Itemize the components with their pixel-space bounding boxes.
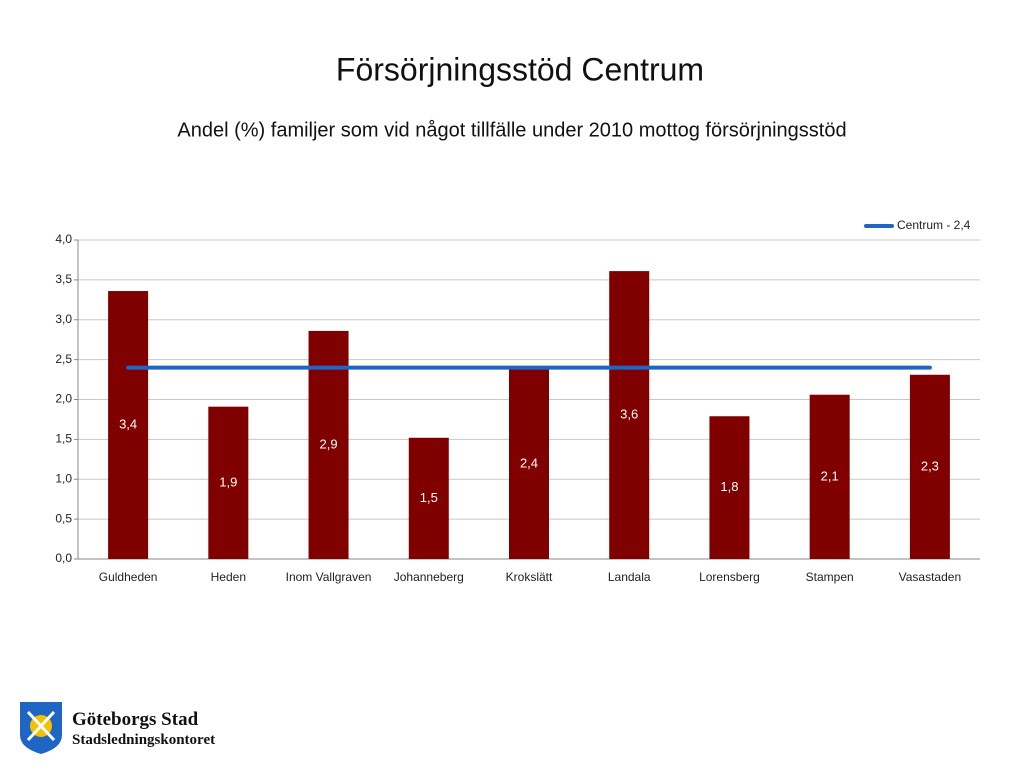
x-tick-label: Inom Vallgraven bbox=[285, 570, 372, 584]
bar bbox=[809, 394, 850, 559]
value-label: 2,1 bbox=[821, 468, 839, 483]
bar bbox=[909, 374, 950, 559]
legend-label: Centrum - 2,4 bbox=[897, 218, 971, 232]
y-tick-label: 1,0 bbox=[55, 471, 72, 485]
bar bbox=[509, 369, 549, 559]
y-tick-label: 4,0 bbox=[55, 232, 72, 246]
logo-unit: Stadsledningskontoret bbox=[72, 732, 216, 748]
x-tick-label: Heden bbox=[210, 570, 247, 584]
x-tick-label: Lorensberg bbox=[699, 570, 760, 584]
y-tick-label: 3,5 bbox=[55, 272, 72, 286]
y-tick-label: 0,5 bbox=[55, 511, 72, 525]
x-tick-label: Johanneberg bbox=[393, 570, 464, 584]
x-tick-label: Landala bbox=[607, 570, 651, 584]
value-label: 3,4 bbox=[119, 416, 137, 431]
y-tick-label: 1,5 bbox=[55, 432, 72, 446]
bar bbox=[208, 406, 249, 559]
y-tick-label: 0,0 bbox=[55, 551, 72, 565]
chart-title: Försörjningsstöd Centrum bbox=[336, 51, 704, 87]
value-label: 2,3 bbox=[921, 458, 939, 473]
y-tick-label: 3,0 bbox=[55, 312, 72, 326]
x-tick-label: Krokslätt bbox=[505, 570, 553, 584]
bar bbox=[609, 271, 650, 559]
value-label: 1,8 bbox=[720, 479, 738, 494]
y-tick-label: 2,0 bbox=[55, 392, 72, 406]
value-label: 2,9 bbox=[320, 436, 338, 451]
chart-subtitle: Andel (%) familjer som vid något tillfäl… bbox=[177, 119, 846, 141]
x-tick-label: Vasastaden bbox=[898, 570, 962, 584]
value-label: 1,9 bbox=[219, 474, 237, 489]
x-tick-label: Stampen bbox=[805, 570, 854, 584]
value-label: 3,6 bbox=[620, 406, 638, 421]
logo-name: Göteborgs Stad bbox=[72, 709, 199, 730]
bar bbox=[709, 416, 750, 559]
logo-icon bbox=[20, 702, 62, 754]
bar bbox=[408, 437, 449, 559]
value-label: 1,5 bbox=[420, 490, 438, 505]
bar bbox=[108, 291, 149, 559]
value-label: 2,4 bbox=[520, 456, 538, 471]
y-tick-label: 2,5 bbox=[55, 352, 72, 366]
x-tick-label: Guldheden bbox=[98, 570, 158, 584]
